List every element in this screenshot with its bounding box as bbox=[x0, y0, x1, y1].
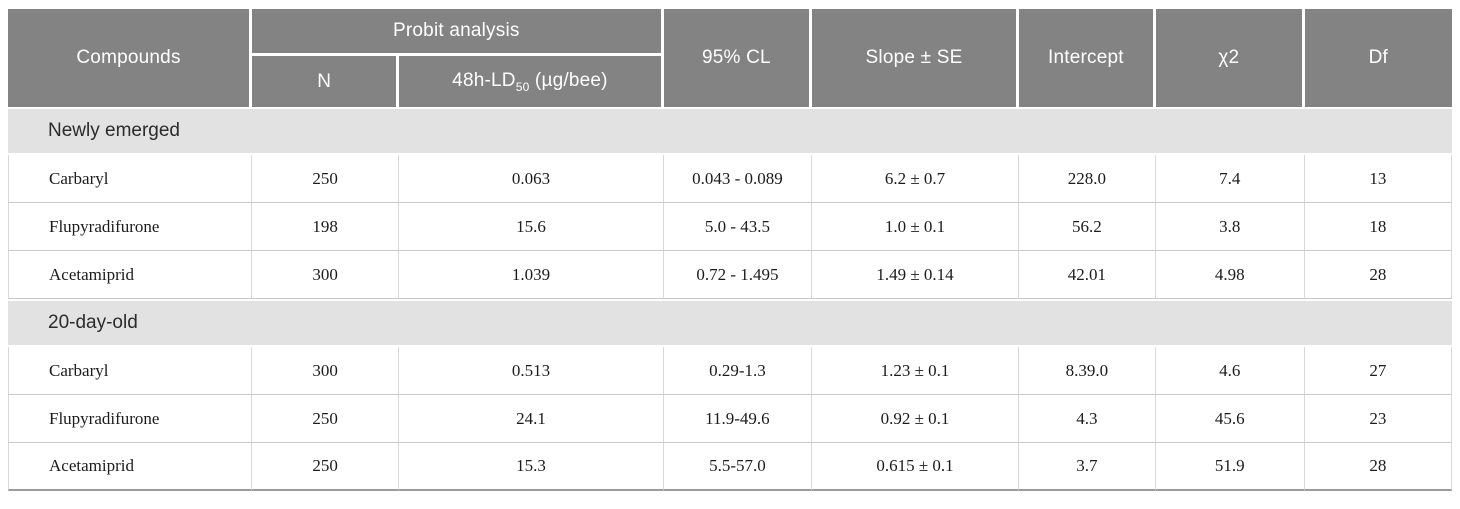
cell-slope: 6.2 ± 0.7 bbox=[812, 155, 1019, 203]
ld50-label-subscript: 50 bbox=[515, 79, 530, 94]
cell-df: 28 bbox=[1304, 443, 1452, 491]
cell-n: 300 bbox=[252, 347, 400, 395]
cell-compound: Acetamiprid bbox=[8, 251, 253, 299]
col-header-slope-se: Slope ± SE bbox=[812, 9, 1019, 107]
col-header-95cl: 95% CL bbox=[663, 9, 813, 107]
col-header-n: N bbox=[252, 56, 400, 107]
col-header-probit-analysis: Probit analysis bbox=[252, 9, 664, 56]
cell-slope: 0.92 ± 0.1 bbox=[812, 395, 1019, 443]
cell-df: 28 bbox=[1304, 251, 1452, 299]
cell-n: 250 bbox=[252, 443, 400, 491]
cell-intercept: 56.2 bbox=[1018, 203, 1156, 251]
table-body: Newly emerged Carbaryl 250 0.063 0.043 -… bbox=[8, 107, 1452, 491]
cell-ld50: 24.1 bbox=[399, 395, 664, 443]
table-row: Carbaryl 300 0.513 0.29-1.3 1.23 ± 0.1 8… bbox=[8, 347, 1452, 395]
cell-df: 18 bbox=[1304, 203, 1452, 251]
cell-chi2: 7.4 bbox=[1155, 155, 1305, 203]
table-header: Compounds Probit analysis 95% CL Slope ±… bbox=[8, 9, 1452, 107]
col-header-intercept: Intercept bbox=[1018, 9, 1156, 107]
section-row-20-day-old: 20-day-old bbox=[8, 299, 1452, 347]
cell-95cl: 0.72 - 1.495 bbox=[663, 251, 813, 299]
cell-slope: 1.49 ± 0.14 bbox=[812, 251, 1019, 299]
ld50-label-prefix: 48h-LD bbox=[452, 69, 516, 91]
section-row-newly-emerged: Newly emerged bbox=[8, 107, 1452, 155]
table-row: Flupyradifurone 250 24.1 11.9-49.6 0.92 … bbox=[8, 395, 1452, 443]
col-header-chi2: χ2 bbox=[1155, 9, 1305, 107]
cell-ld50: 15.3 bbox=[399, 443, 664, 491]
cell-slope: 1.23 ± 0.1 bbox=[812, 347, 1019, 395]
cell-ld50: 15.6 bbox=[399, 203, 664, 251]
cell-95cl: 0.043 - 0.089 bbox=[663, 155, 813, 203]
cell-intercept: 228.0 bbox=[1018, 155, 1156, 203]
cell-df: 27 bbox=[1304, 347, 1452, 395]
cell-compound: Flupyradifurone bbox=[8, 203, 253, 251]
col-header-df: Df bbox=[1304, 9, 1452, 107]
table-row: Acetamiprid 300 1.039 0.72 - 1.495 1.49 … bbox=[8, 251, 1452, 299]
cell-intercept: 8.39.0 bbox=[1018, 347, 1156, 395]
cell-chi2: 51.9 bbox=[1155, 443, 1305, 491]
cell-intercept: 4.3 bbox=[1018, 395, 1156, 443]
cell-slope: 1.0 ± 0.1 bbox=[812, 203, 1019, 251]
cell-ld50: 1.039 bbox=[399, 251, 664, 299]
section-title: 20-day-old bbox=[8, 299, 1452, 347]
section-title: Newly emerged bbox=[8, 107, 1452, 155]
cell-n: 250 bbox=[252, 395, 400, 443]
col-header-48h-ld50: 48h-LD50 (µg/bee) bbox=[399, 56, 664, 107]
col-header-compounds: Compounds bbox=[8, 9, 253, 107]
table-row: Carbaryl 250 0.063 0.043 - 0.089 6.2 ± 0… bbox=[8, 155, 1452, 203]
cell-intercept: 42.01 bbox=[1018, 251, 1156, 299]
table-row: Acetamiprid 250 15.3 5.5-57.0 0.615 ± 0.… bbox=[8, 443, 1452, 491]
cell-n: 300 bbox=[252, 251, 400, 299]
cell-ld50: 0.063 bbox=[399, 155, 664, 203]
cell-compound: Carbaryl bbox=[8, 347, 253, 395]
cell-chi2: 4.6 bbox=[1155, 347, 1305, 395]
cell-n: 198 bbox=[252, 203, 400, 251]
cell-compound: Flupyradifurone bbox=[8, 395, 253, 443]
cell-df: 13 bbox=[1304, 155, 1452, 203]
cell-chi2: 4.98 bbox=[1155, 251, 1305, 299]
cell-ld50: 0.513 bbox=[399, 347, 664, 395]
table-row: Flupyradifurone 198 15.6 5.0 - 43.5 1.0 … bbox=[8, 203, 1452, 251]
cell-n: 250 bbox=[252, 155, 400, 203]
cell-95cl: 5.0 - 43.5 bbox=[663, 203, 813, 251]
cell-intercept: 3.7 bbox=[1018, 443, 1156, 491]
cell-df: 23 bbox=[1304, 395, 1452, 443]
cell-chi2: 45.6 bbox=[1155, 395, 1305, 443]
cell-95cl: 0.29-1.3 bbox=[663, 347, 813, 395]
probit-analysis-table: Compounds Probit analysis 95% CL Slope ±… bbox=[8, 9, 1452, 491]
cell-slope: 0.615 ± 0.1 bbox=[812, 443, 1019, 491]
ld50-label-suffix: (µg/bee) bbox=[529, 69, 608, 91]
cell-95cl: 11.9-49.6 bbox=[663, 395, 813, 443]
cell-compound: Acetamiprid bbox=[8, 443, 253, 491]
cell-compound: Carbaryl bbox=[8, 155, 253, 203]
cell-95cl: 5.5-57.0 bbox=[663, 443, 813, 491]
cell-chi2: 3.8 bbox=[1155, 203, 1305, 251]
